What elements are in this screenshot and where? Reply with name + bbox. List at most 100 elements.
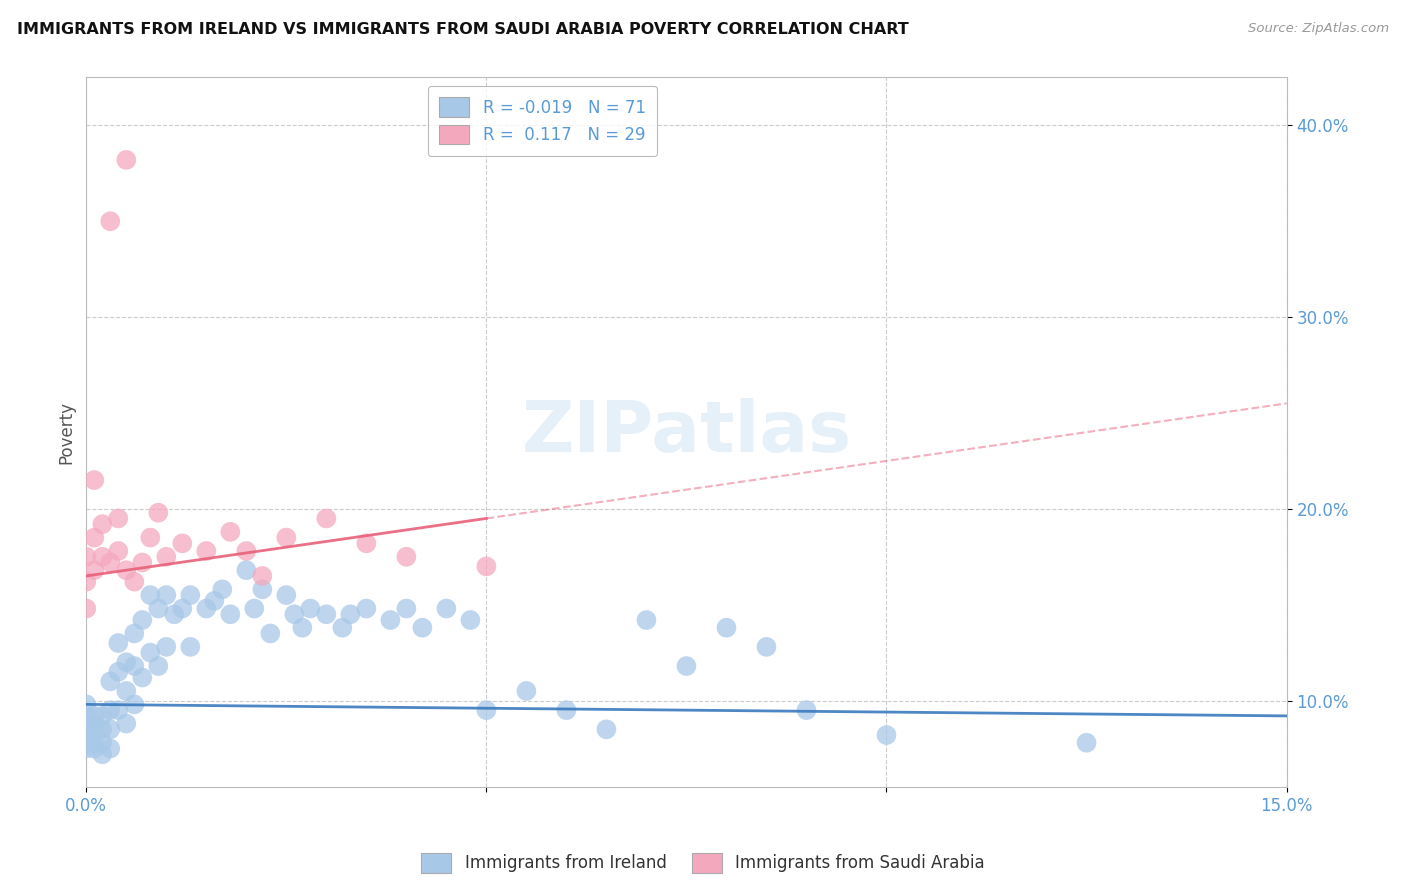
Legend: R = -0.019   N = 71, R =  0.117   N = 29: R = -0.019 N = 71, R = 0.117 N = 29: [427, 86, 657, 156]
Point: [252, 569, 274, 583]
Point: [83, 473, 105, 487]
Point: [83, 736, 105, 750]
Point: [124, 659, 146, 673]
Point: [148, 601, 170, 615]
Point: [75, 709, 97, 723]
Point: [83, 716, 105, 731]
Point: [98, 723, 121, 737]
Legend: Immigrants from Ireland, Immigrants from Saudi Arabia: Immigrants from Ireland, Immigrants from…: [415, 847, 991, 880]
Point: [515, 684, 537, 698]
Text: ZIPatlas: ZIPatlas: [522, 398, 852, 467]
Point: [202, 594, 225, 608]
Point: [315, 607, 337, 622]
Point: [235, 544, 257, 558]
Point: [83, 709, 105, 723]
Point: [98, 741, 121, 756]
Point: [91, 549, 114, 564]
Point: [283, 607, 305, 622]
Point: [796, 703, 818, 717]
Point: [195, 544, 218, 558]
Point: [172, 536, 194, 550]
Point: [555, 703, 578, 717]
Point: [179, 640, 201, 654]
Point: [299, 601, 322, 615]
Point: [291, 621, 314, 635]
Point: [83, 723, 105, 737]
Point: [276, 531, 298, 545]
Point: [276, 588, 298, 602]
Point: [75, 728, 97, 742]
Point: [179, 588, 201, 602]
Point: [98, 703, 121, 717]
Point: [172, 601, 194, 615]
Point: [75, 741, 97, 756]
Point: [235, 563, 257, 577]
Point: [124, 626, 146, 640]
Point: [115, 563, 138, 577]
Point: [98, 674, 121, 689]
Point: [380, 613, 402, 627]
Point: [876, 728, 898, 742]
Point: [107, 544, 129, 558]
Y-axis label: Poverty: Poverty: [58, 401, 75, 464]
Text: IMMIGRANTS FROM IRELAND VS IMMIGRANTS FROM SAUDI ARABIA POVERTY CORRELATION CHAR: IMMIGRANTS FROM IRELAND VS IMMIGRANTS FR…: [17, 22, 908, 37]
Point: [115, 716, 138, 731]
Point: [131, 613, 153, 627]
Point: [395, 601, 418, 615]
Point: [131, 671, 153, 685]
Point: [219, 607, 242, 622]
Point: [475, 703, 498, 717]
Point: [83, 741, 105, 756]
Point: [107, 511, 129, 525]
Point: [243, 601, 266, 615]
Point: [675, 659, 697, 673]
Point: [460, 613, 482, 627]
Point: [716, 621, 738, 635]
Point: [139, 531, 162, 545]
Point: [195, 601, 218, 615]
Point: [75, 716, 97, 731]
Point: [356, 536, 378, 550]
Point: [91, 723, 114, 737]
Point: [356, 601, 378, 615]
Point: [83, 531, 105, 545]
Point: [131, 556, 153, 570]
Point: [636, 613, 658, 627]
Point: [755, 640, 778, 654]
Point: [155, 588, 177, 602]
Point: [148, 659, 170, 673]
Point: [107, 665, 129, 679]
Point: [252, 582, 274, 597]
Point: [595, 723, 617, 737]
Point: [83, 563, 105, 577]
Point: [75, 698, 97, 712]
Point: [155, 640, 177, 654]
Point: [115, 684, 138, 698]
Point: [75, 601, 97, 615]
Point: [75, 574, 97, 589]
Point: [475, 559, 498, 574]
Point: [91, 517, 114, 532]
Point: [155, 549, 177, 564]
Point: [115, 655, 138, 669]
Point: [91, 709, 114, 723]
Point: [91, 736, 114, 750]
Point: [330, 621, 353, 635]
Point: [91, 747, 114, 762]
Point: [115, 153, 138, 167]
Point: [98, 556, 121, 570]
Point: [219, 524, 242, 539]
Point: [339, 607, 361, 622]
Point: [411, 621, 433, 635]
Point: [75, 549, 97, 564]
Point: [395, 549, 418, 564]
Point: [98, 214, 121, 228]
Text: Source: ZipAtlas.com: Source: ZipAtlas.com: [1249, 22, 1389, 36]
Point: [107, 703, 129, 717]
Point: [124, 698, 146, 712]
Point: [434, 601, 457, 615]
Point: [139, 646, 162, 660]
Point: [1076, 736, 1098, 750]
Point: [148, 506, 170, 520]
Point: [124, 574, 146, 589]
